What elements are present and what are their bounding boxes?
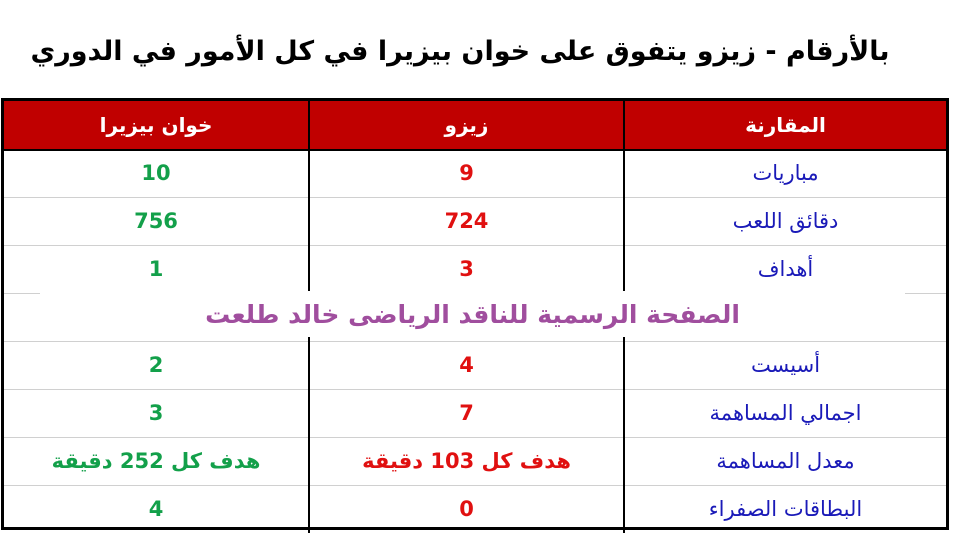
table-row: أهداف 3 1 [4, 245, 946, 294]
table-row: أسيست 4 2 [4, 341, 946, 390]
watermark: الصفحة الرسمية للناقد الرياضى خالد طلعت [40, 291, 905, 337]
zizo-value: 724 [308, 197, 623, 245]
header-zizo: زيزو [308, 101, 623, 149]
comparison-table: المقارنة زيزو خوان بيزيرا مباريات 9 10 دقائ… [1, 98, 949, 533]
header-pezzella: خوان بيزيرا [99, 113, 213, 137]
table-row: دقائق اللعب 724 756 [4, 197, 946, 246]
zizo-value: هدف كل 103 دقيقة [308, 437, 623, 485]
row-label: مباريات [623, 149, 946, 197]
table-row: اجمالي المساهمة 7 3 [4, 389, 946, 438]
pezzella-value: 3 [148, 401, 164, 425]
zizo-value: 3 [308, 245, 623, 293]
pezzella-value: هدف كل 252 دقيقة [51, 449, 261, 473]
row-label: أسيست [623, 341, 946, 389]
table-row: البطاقات الصفراء 0 4 [4, 485, 946, 533]
table-header: المقارنة زيزو خوان بيزيرا [4, 101, 946, 151]
pezzella-value: 2 [148, 353, 164, 377]
pezzella-value: 10 [141, 161, 171, 185]
row-label: دقائق اللعب [623, 197, 946, 245]
zizo-value: 0 [308, 485, 623, 533]
zizo-value: 9 [308, 149, 623, 197]
pezzella-value: 4 [148, 497, 164, 521]
table-row: مباريات 9 10 [4, 149, 946, 198]
pezzella-value: 1 [148, 257, 164, 281]
table-row: معدل المساهمة هدف كل 103 دقيقة هدف كل 252 … [4, 437, 946, 486]
row-label: معدل المساهمة [623, 437, 946, 485]
pezzella-value: 756 [134, 209, 178, 233]
row-label: البطاقات الصفراء [623, 485, 946, 533]
zizo-value: 4 [308, 341, 623, 389]
zizo-value: 7 [308, 389, 623, 437]
header-comparison: المقارنة [623, 101, 946, 149]
page-title: بالأرقام - زيزو يتفوق على خوان بيزيرا في… [30, 36, 890, 67]
row-label: أهداف [623, 245, 946, 293]
row-label: اجمالي المساهمة [623, 389, 946, 437]
